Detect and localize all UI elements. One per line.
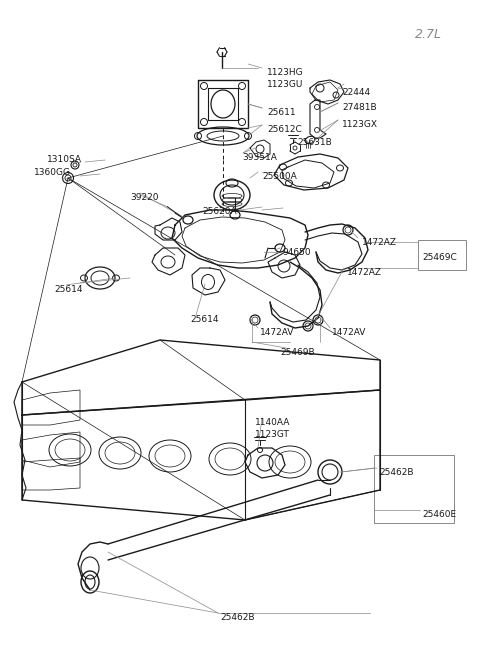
Text: 1472AV: 1472AV: [260, 328, 294, 337]
Text: 25612C: 25612C: [267, 125, 302, 134]
Text: 25614: 25614: [190, 315, 218, 324]
Text: 25611: 25611: [267, 108, 296, 117]
Text: 25500A: 25500A: [262, 172, 297, 181]
Text: 1123GU: 1123GU: [267, 80, 303, 89]
Ellipse shape: [230, 211, 240, 219]
Text: 22444: 22444: [342, 88, 370, 97]
Text: 25614: 25614: [54, 285, 83, 294]
Text: 25460E: 25460E: [422, 510, 456, 519]
Text: 1472AV: 1472AV: [332, 328, 366, 337]
Text: 1360GG: 1360GG: [34, 168, 71, 177]
Text: 1472AZ: 1472AZ: [362, 238, 397, 247]
Text: 1123GT: 1123GT: [255, 430, 290, 439]
Text: 1140AA: 1140AA: [255, 418, 290, 427]
Text: 1472AZ: 1472AZ: [347, 268, 382, 277]
Bar: [418, 240, 466, 270]
Text: 27481B: 27481B: [342, 103, 377, 112]
Text: 1123HG: 1123HG: [267, 68, 304, 77]
Text: 25631B: 25631B: [297, 138, 332, 147]
Text: 25469C: 25469C: [422, 253, 457, 262]
Text: 25469B: 25469B: [280, 348, 314, 357]
Text: 94650: 94650: [282, 248, 311, 257]
Text: 25620A: 25620A: [202, 207, 237, 216]
Bar: [374, 455, 454, 523]
Text: 25462B: 25462B: [220, 613, 254, 622]
Text: 2.7L: 2.7L: [415, 28, 442, 41]
Text: 1310SA: 1310SA: [47, 155, 82, 164]
Text: 39351A: 39351A: [242, 153, 277, 162]
Text: 39220: 39220: [130, 193, 158, 202]
Text: 1123GX: 1123GX: [342, 120, 378, 129]
Text: 25462B: 25462B: [379, 468, 413, 477]
